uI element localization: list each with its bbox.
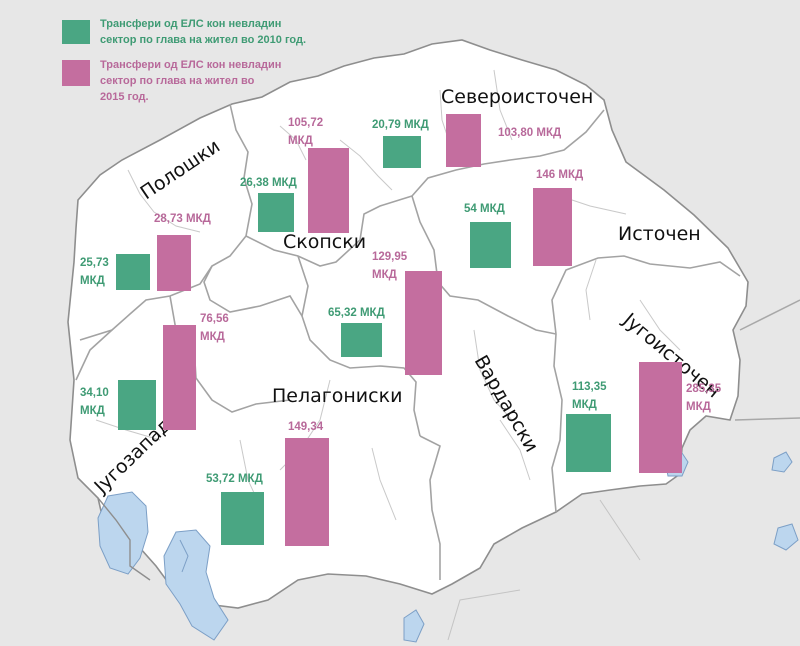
bar-2015-istochen: [533, 188, 572, 266]
lake-south-2: [179, 539, 189, 573]
bars-layer: [116, 114, 682, 546]
legend-label-2010: Трансфери од ЕЛС кон невладин сектор по …: [100, 18, 306, 46]
bar-2010-severoistochen: [383, 136, 421, 168]
region-name-severoistochen: Североисточен: [441, 86, 593, 108]
lake-east-1: [771, 451, 793, 473]
value-2015-jugozapaden: 76,56 МКД: [200, 313, 232, 343]
neighbour-border-south: [447, 499, 641, 641]
value-2010-jugozapaden: 34,10 МКД: [80, 387, 112, 417]
regional-borders: [75, 103, 741, 580]
value-2010-skopski: 26,38 МКД: [240, 177, 297, 189]
value-2015-istochen: 146 МКД: [536, 169, 583, 181]
bar-2015-pelagoniski: [285, 438, 329, 546]
bar-2010-jugoistochen: [566, 414, 611, 472]
value-2015-pelagoniski: 149,34: [288, 421, 324, 433]
bar-2010-pelagoniski: [221, 492, 264, 545]
bar-2015-poloshki: [157, 235, 191, 291]
lake-prespa: [163, 529, 229, 641]
lake-east-2: [773, 523, 799, 551]
bar-2010-jugozapaden: [118, 380, 156, 430]
value-2010-severoistochen: 20,79 МКД: [372, 119, 429, 131]
bar-2010-vardarski: [341, 323, 382, 357]
bar-2015-skopski: [308, 148, 349, 233]
bar-2010-poloshki: [116, 254, 150, 290]
value-2015-severoistochen: 103,80 МКД: [498, 127, 561, 139]
region-name-skopski: Скопски: [283, 231, 366, 253]
value-2015-vardarski: 129,95 МКД: [372, 251, 410, 281]
southwest-border-line: [97, 497, 151, 581]
value-2015-skopski: 105,72 МКД: [288, 117, 326, 147]
neighbour-border-east: [734, 299, 800, 421]
legend-label-2015: Трансфери од ЕЛС кон невладин сектор по …: [100, 59, 284, 103]
value-2010-poloshki: 25,73 МКД: [80, 257, 112, 287]
value-2015-poloshki: 28,73 МКД: [154, 213, 211, 225]
bar-2015-vardarski: [405, 271, 442, 375]
legend-swatch-2010: [62, 20, 90, 44]
value-2010-jugoistochen: 113,35 МКД: [572, 381, 610, 411]
bar-2015-jugozapaden: [163, 325, 196, 430]
value-2010-istochen: 54 МКД: [464, 203, 505, 215]
value-2010-vardarski: 65,32 МКД: [328, 307, 385, 319]
lake-south: [403, 609, 425, 643]
bar-2010-skopski: [258, 193, 294, 232]
value-2010-pelagoniski: 53,72 МКД: [206, 473, 263, 485]
municipal-borders: [95, 69, 681, 521]
region-name-istochen: Источен: [618, 223, 701, 245]
legend-swatch-2015: [62, 60, 90, 86]
bar-2015-severoistochen: [446, 114, 481, 167]
value-2015-jugoistochen: 285,35 МКД: [686, 383, 724, 413]
bar-2015-jugoistochen: [639, 362, 682, 473]
region-name-pelagoniski: Пелагониски: [272, 385, 402, 407]
bar-2010-istochen: [470, 222, 511, 268]
